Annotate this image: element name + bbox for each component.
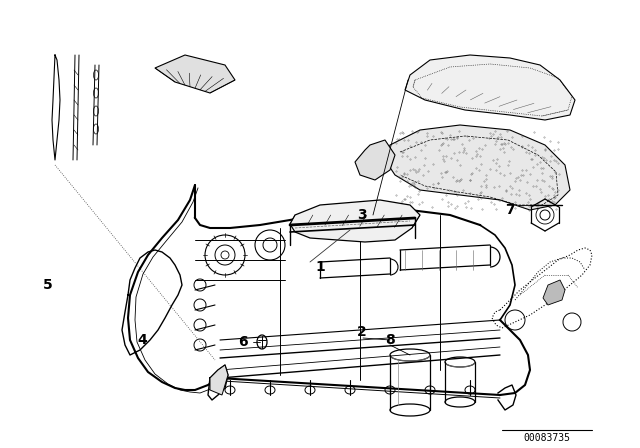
Polygon shape bbox=[405, 55, 575, 120]
Polygon shape bbox=[155, 55, 235, 93]
Polygon shape bbox=[210, 365, 228, 395]
Text: 8: 8 bbox=[385, 333, 395, 347]
Text: 5: 5 bbox=[43, 278, 53, 292]
Text: 00083735: 00083735 bbox=[524, 433, 570, 443]
Text: 7: 7 bbox=[505, 203, 515, 217]
Text: 1: 1 bbox=[315, 260, 325, 274]
Polygon shape bbox=[355, 140, 395, 180]
Polygon shape bbox=[385, 125, 570, 210]
Text: 3: 3 bbox=[357, 208, 367, 222]
Polygon shape bbox=[290, 200, 420, 242]
Text: 2: 2 bbox=[357, 325, 367, 339]
Polygon shape bbox=[543, 280, 565, 305]
Text: 6: 6 bbox=[238, 335, 248, 349]
Text: 4: 4 bbox=[137, 333, 147, 347]
